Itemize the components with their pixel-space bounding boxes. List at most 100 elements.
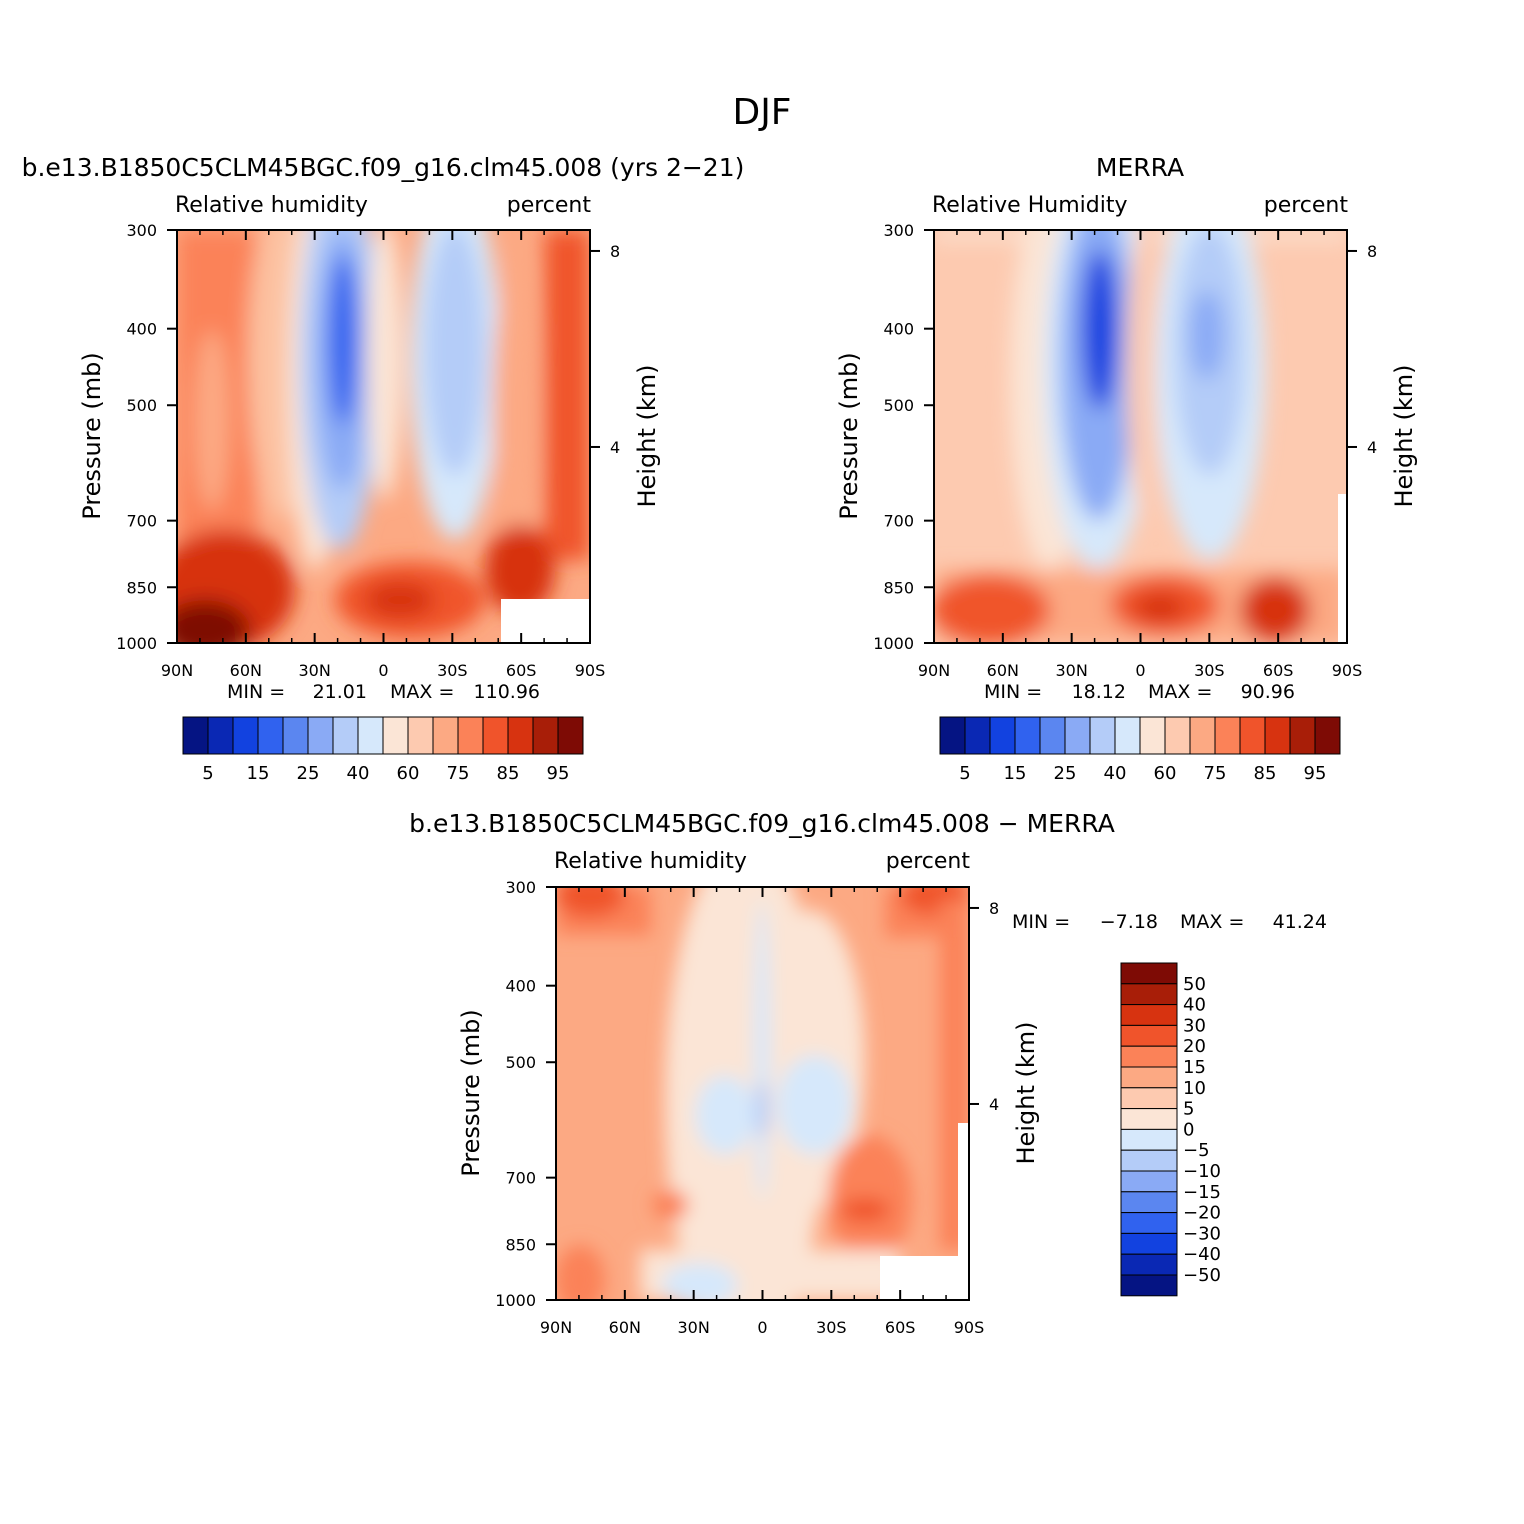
colorbar-box — [182, 716, 209, 755]
nh-negative — [695, 1075, 755, 1155]
colorbar-box — [407, 716, 434, 755]
nh-dry-core — [329, 255, 357, 425]
plot-area — [933, 229, 1348, 644]
colorbar-box — [1314, 716, 1341, 755]
stats: MIN = −7.18 MAX = 41.24 — [1012, 911, 1327, 933]
y-tick-label: 700 — [883, 512, 914, 531]
y2-tick-label: 4 — [989, 1095, 999, 1114]
colorbar-label: 30 — [1183, 1015, 1206, 1036]
colorbar-box — [1120, 962, 1178, 985]
colorbar-box — [557, 716, 584, 755]
colorbar-label: 5 — [202, 763, 213, 784]
y-tick-label: 1000 — [495, 1291, 536, 1310]
colorbar-box — [989, 716, 1016, 755]
max-value: 41.24 — [1273, 911, 1327, 933]
colorbar-box — [1089, 716, 1116, 755]
colorbar-box — [1120, 1087, 1178, 1110]
colorbar-box — [1120, 1212, 1178, 1234]
colorbar-label: −30 — [1183, 1223, 1221, 1244]
nh-lowlevel — [652, 1190, 688, 1220]
y-tick-label: 300 — [883, 221, 914, 240]
x-tick-label: 30N — [678, 1318, 710, 1337]
surface-negative — [662, 1263, 738, 1300]
colorbar-label: −40 — [1183, 1244, 1221, 1265]
colorbar-box — [1014, 716, 1041, 755]
colorbar-label: 40 — [1183, 995, 1206, 1016]
y2-tick-label: 8 — [989, 899, 999, 918]
colorbar-label: 5 — [959, 763, 970, 784]
colorbar-label: 50 — [1183, 974, 1206, 995]
colorbar-label: 40 — [1104, 763, 1127, 784]
colorbar-box — [432, 716, 459, 755]
sh-midlat — [493, 250, 537, 590]
min-value: 18.12 — [1072, 681, 1126, 703]
colorbar-box — [1289, 716, 1316, 755]
max-value: 110.96 — [474, 681, 540, 703]
max-value: 90.96 — [1241, 681, 1295, 703]
x-tick-label: 90N — [918, 661, 950, 680]
colorbar-box — [1039, 716, 1066, 755]
colorbar-box — [1139, 716, 1166, 755]
nh-surface-max — [556, 1245, 605, 1300]
page-title: DJF — [732, 92, 791, 133]
x-tick-label: 30S — [437, 661, 468, 680]
nh-top-core — [556, 887, 625, 917]
panel-left-label: Relative Humidity — [932, 193, 1127, 218]
colorbar-box — [1120, 1191, 1178, 1214]
colorbar-box — [1189, 716, 1216, 755]
colorbar-label: 75 — [1204, 763, 1227, 784]
colorbar-label: 25 — [1054, 763, 1077, 784]
min-label: MIN = — [984, 681, 1042, 703]
max-label: MAX = — [1180, 911, 1244, 933]
x-tick-label: 60N — [230, 661, 262, 680]
panel-merra: MERRA Relative Humidity percent — [835, 153, 1418, 784]
colorbar-box — [1114, 716, 1141, 755]
panel-title: b.e13.B1850C5CLM45BGC.f09_g16.clm45.008 … — [409, 809, 1115, 838]
missing-data-strip — [958, 1123, 969, 1300]
panel-left-label: Relative humidity — [175, 193, 368, 218]
x-tick-label: 60N — [987, 661, 1019, 680]
y2-tick-label: 8 — [610, 242, 620, 261]
colorbar-label: 60 — [1154, 763, 1177, 784]
x-tick-label: 0 — [1135, 661, 1145, 680]
colorbar-box — [1120, 1170, 1178, 1193]
colorbar-label: 40 — [347, 763, 370, 784]
y-tick-label: 300 — [126, 221, 157, 240]
x-tick-label: 30S — [816, 1318, 847, 1337]
eq-pale — [1127, 230, 1163, 520]
eq-pale — [367, 230, 403, 500]
colorbar-box — [1164, 716, 1191, 755]
y-axis-label: Pressure (mb) — [78, 352, 106, 519]
panel-title: b.e13.B1850C5CLM45BGC.f09_g16.clm45.008 … — [22, 153, 745, 182]
colorbar-box — [1120, 1045, 1178, 1068]
sh-lowlevel — [1240, 578, 1310, 642]
plot-area — [176, 229, 591, 644]
y-tick-label: 300 — [505, 878, 536, 897]
x-tick-label: 0 — [757, 1318, 767, 1337]
colorbar-label: 95 — [1304, 763, 1327, 784]
nh-surface-max — [177, 600, 250, 643]
colorbar-label: 95 — [547, 763, 570, 784]
colorbar-box — [532, 716, 559, 755]
colorbar-box — [357, 716, 384, 755]
colorbar-label: 25 — [297, 763, 320, 784]
colorbar-box — [307, 716, 334, 755]
min-value: 21.01 — [313, 681, 367, 703]
x-tick-label: 90N — [161, 661, 193, 680]
colorbar-box — [964, 716, 991, 755]
colorbar: 5 15 25 40 60 75 85 95 — [939, 716, 1341, 784]
x-tick-label: 60S — [1263, 661, 1294, 680]
max-label: MAX = — [390, 681, 454, 703]
colorbar-label: 20 — [1183, 1036, 1206, 1057]
y-tick-label: 850 — [126, 578, 157, 597]
missing-data — [880, 1256, 969, 1300]
colorbar-label: 5 — [1183, 1099, 1194, 1120]
panel-title: MERRA — [1096, 153, 1184, 182]
colorbar-box — [282, 716, 309, 755]
colorbar-label: 15 — [1183, 1057, 1206, 1078]
y-tick-label: 400 — [126, 320, 157, 339]
min-label: MIN = — [1012, 911, 1070, 933]
colorbar-box — [382, 716, 409, 755]
